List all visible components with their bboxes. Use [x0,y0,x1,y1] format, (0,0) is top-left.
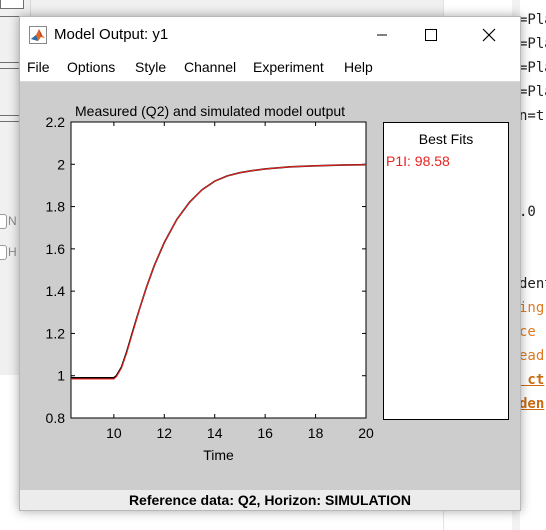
y-tick-label: 0.8 [46,410,66,426]
divider [0,115,22,116]
plot-lines [71,163,367,380]
matlab-logo-icon [29,26,47,44]
background-checkbox[interactable] [0,245,7,260]
code-line: ead [519,348,545,364]
divider [0,68,22,69]
y-tick-label: 1.6 [46,241,66,257]
x-tick-label: 12 [157,425,173,441]
y-tick-label: 2.2 [46,114,66,130]
best-fits-title: Best Fits [418,131,474,147]
y-tick-label: 1.2 [46,325,66,341]
code-line: dent [519,276,546,292]
y-tick-label: 2 [57,156,65,172]
title-bar[interactable]: Model Output: y1 [20,17,520,53]
y-tick-label: 1.8 [46,199,66,215]
menu-help[interactable]: Help [344,59,373,75]
figure-area: Measured (Q2) and simulated model output… [20,82,520,510]
plot-title: Measured (Q2) and simulated model output [75,103,346,119]
output-plot[interactable]: 10 12 14 16 18 20 0.8 1 1.2 1.4 1.6 1.8 2 2.2 Time [20,82,380,462]
menu-file[interactable]: File [27,59,50,75]
simulated-output-line [71,164,367,380]
window-title: Model Output: y1 [54,26,169,43]
close-icon [482,28,496,42]
background-panel-edge [0,0,24,9]
menu-bar: File Options Style Channel Experiment He… [20,53,520,82]
close-button[interactable] [466,17,512,53]
best-fit-entry[interactable]: P1I: 98.58 [386,153,450,169]
code-line: n=t [519,108,545,124]
code-line: =Pla [519,36,546,52]
x-tick-label: 14 [207,425,223,441]
code-line: ce [519,324,545,340]
maximize-button[interactable] [408,17,454,53]
code-line: ing [519,300,545,316]
x-tick-label: 16 [257,425,273,441]
code-line: =Pla [519,60,546,76]
best-fits-panel: Best Fits P1I: 98.58 [383,122,509,420]
background-checkbox-label: N [8,214,17,228]
minimize-icon [377,34,387,36]
axis-ticks: 10 12 14 16 18 20 0.8 1 1.2 1.4 1.6 1.8 2 2.2 [46,114,374,441]
maximize-icon [425,29,437,41]
divider [0,16,30,17]
menu-channel[interactable]: Channel [184,59,237,75]
x-axis-label: Time [203,447,234,462]
x-tick-label: 20 [358,425,374,441]
y-tick-label: 1 [57,368,65,384]
code-line: .0 [519,204,536,220]
reference-data-status: Reference data: Q2, Horizon: SIMULATION [20,490,520,510]
code-link[interactable]: den [519,396,545,412]
background-checkbox-label: H [8,245,17,259]
menu-experiment[interactable]: Experiment [253,59,324,75]
x-tick-label: 10 [106,425,122,441]
code-line: =Pla [519,84,546,100]
background-checkbox[interactable] [0,214,7,229]
code-line: =Pla [519,12,546,28]
model-output-window: Model Output: y1 File Options Style Chan… [19,16,521,511]
menu-style[interactable]: Style [135,59,167,75]
x-tick-label: 18 [308,425,324,441]
y-tick-label: 1.4 [46,283,66,299]
menu-options[interactable]: Options [67,59,116,75]
divider [0,62,22,63]
code-link[interactable]: ct [519,372,545,388]
divider [0,121,22,122]
minimize-button[interactable] [359,17,405,53]
